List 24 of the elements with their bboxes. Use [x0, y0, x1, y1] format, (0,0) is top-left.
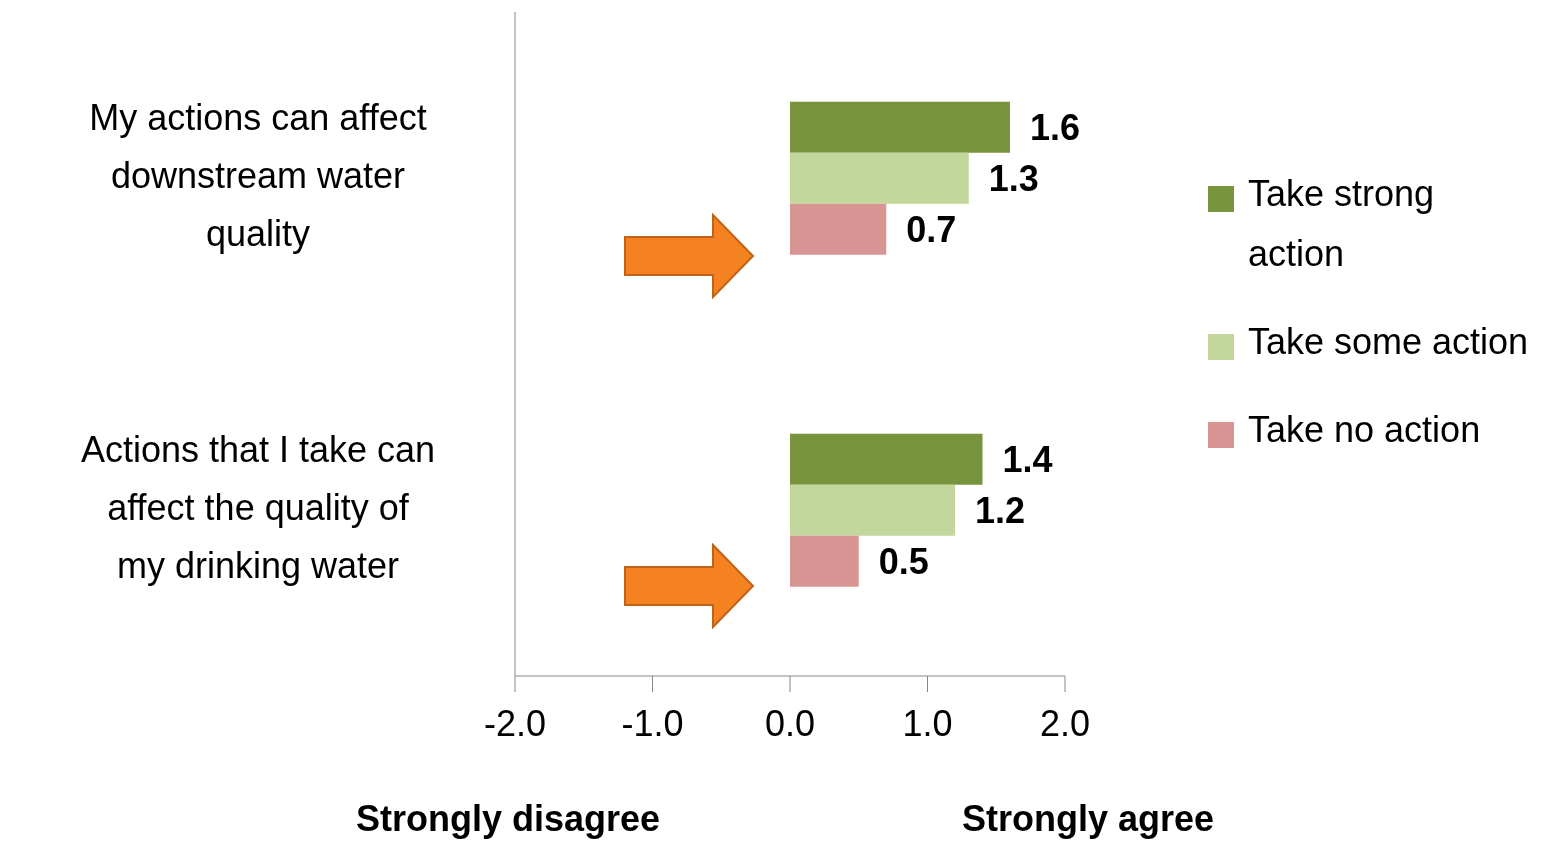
x-tick-label: 1.0 — [902, 702, 953, 744]
legend-label: Take no action — [1248, 408, 1481, 452]
x-tick-label: 2.0 — [1039, 702, 1091, 744]
y-tick-label: Actions that I take can affect the quality of my drinking water — [80, 428, 436, 586]
bar — [790, 101, 1010, 153]
data-label: 1.4 — [1002, 438, 1053, 480]
x-tick-label: 0.0 — [764, 702, 816, 744]
text: Strongly disagree — [354, 798, 662, 840]
text: Strongly agree — [960, 798, 1216, 840]
data-label: 1.3 — [988, 157, 1039, 199]
data-label: 1.2 — [975, 489, 1026, 531]
bar — [790, 152, 969, 204]
bar — [790, 535, 859, 587]
bar — [790, 433, 983, 485]
y-tick-label: My actions can affect downstream water quality — [89, 96, 427, 254]
x-tick-label: -1.0 — [621, 702, 684, 744]
legend-label: Take strong action — [1248, 172, 1436, 276]
bar — [790, 484, 955, 536]
data-label: 0.5 — [878, 540, 929, 582]
x-tick-label: -2.0 — [483, 702, 547, 744]
data-label: 1.6 — [1030, 106, 1081, 148]
legend-label: Take some action — [1248, 320, 1529, 364]
data-label: 0.7 — [906, 208, 957, 250]
bar — [790, 203, 887, 255]
